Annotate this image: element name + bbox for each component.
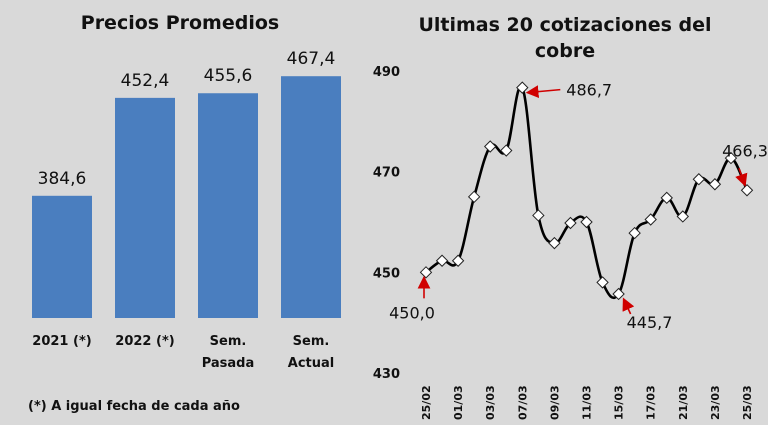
bar bbox=[281, 76, 341, 318]
line-chart-title: Ultimas 20 cotizaciones del cobre bbox=[418, 14, 712, 62]
annotation-arrow bbox=[622, 297, 635, 315]
data-point-marker bbox=[628, 226, 641, 240]
y-tick-label: 430 bbox=[373, 367, 400, 382]
x-tick-label: 15/03 bbox=[613, 385, 626, 420]
data-point-marker bbox=[676, 210, 690, 223]
annotation-label: 466,3 bbox=[722, 141, 768, 160]
bar-category-label: 2022 (*) bbox=[115, 334, 174, 349]
line-chart: 430 450 470 490 25/02 01/03 03/03 07/03 09/03 11/… bbox=[373, 65, 768, 420]
x-tick-label: 17/03 bbox=[645, 385, 658, 420]
y-tick-label: 470 bbox=[373, 166, 400, 181]
bar-chart-title: Precios Promedios bbox=[80, 12, 280, 34]
x-tick-label: 09/03 bbox=[548, 385, 561, 420]
x-tick-label: 21/03 bbox=[677, 385, 690, 420]
x-tick-label: 07/03 bbox=[516, 385, 529, 420]
x-tick-label: 11/03 bbox=[581, 385, 594, 420]
x-tick-label: 25/02 bbox=[420, 385, 433, 420]
annotation-arrow bbox=[525, 85, 561, 98]
bar-category-label: Sem. bbox=[293, 334, 330, 349]
data-point-marker bbox=[548, 236, 561, 250]
bar-category-label: Sem. bbox=[210, 334, 247, 349]
data-point-marker bbox=[564, 216, 577, 230]
annotation-label: 445,7 bbox=[627, 313, 673, 332]
x-tick-label: 03/03 bbox=[484, 385, 497, 420]
bar bbox=[32, 195, 92, 318]
bar-value-label: 467,4 bbox=[287, 49, 336, 69]
bar bbox=[198, 93, 258, 318]
data-point-marker bbox=[580, 215, 593, 229]
bar bbox=[115, 97, 175, 318]
x-tick-label: 01/03 bbox=[452, 385, 465, 420]
data-point-marker bbox=[708, 178, 722, 191]
data-point-marker bbox=[435, 254, 449, 267]
y-tick-label: 450 bbox=[373, 266, 400, 281]
series-line bbox=[425, 84, 749, 300]
data-point-marker bbox=[483, 140, 497, 153]
y-tick-label: 490 bbox=[373, 65, 400, 80]
data-point-marker bbox=[740, 184, 754, 197]
x-tick-label: 23/03 bbox=[709, 385, 722, 420]
bar-category-label: 2021 (*) bbox=[32, 334, 91, 349]
annotation-arrow bbox=[735, 168, 748, 187]
data-point-marker bbox=[644, 213, 657, 226]
bar-chart-footnote: (*) A igual fecha de cada año bbox=[28, 399, 240, 414]
bar-chart-panel: Precios Promedios 384,6 2021 (*) 452,4 2022… bbox=[0, 0, 360, 425]
bar-value-label: 452,4 bbox=[121, 71, 170, 91]
data-point-marker bbox=[596, 276, 609, 289]
bar-category-label: Actual bbox=[288, 356, 334, 371]
bar-chart: 384,6 2021 (*) 452,4 2022 (*) 455,6 Sem. Pasad… bbox=[32, 49, 341, 371]
data-point-marker bbox=[612, 287, 625, 301]
data-point-marker bbox=[532, 209, 545, 222]
data-point-marker bbox=[692, 173, 706, 186]
data-point-marker bbox=[467, 190, 481, 204]
annotation-label: 486,7 bbox=[566, 81, 612, 100]
bar-value-label: 455,6 bbox=[204, 66, 253, 86]
data-point-marker bbox=[660, 191, 673, 205]
data-point-marker bbox=[500, 144, 513, 157]
data-point-marker bbox=[724, 151, 738, 165]
annotation-label: 450,0 bbox=[389, 303, 435, 322]
x-tick-label: 25/03 bbox=[741, 385, 754, 420]
data-point-marker bbox=[451, 254, 465, 267]
bar-category-label: Pasada bbox=[202, 356, 255, 371]
bar-value-label: 384,6 bbox=[38, 169, 87, 189]
line-chart-panel: Ultimas 20 cotizaciones del cobre 430 450… bbox=[360, 0, 768, 425]
